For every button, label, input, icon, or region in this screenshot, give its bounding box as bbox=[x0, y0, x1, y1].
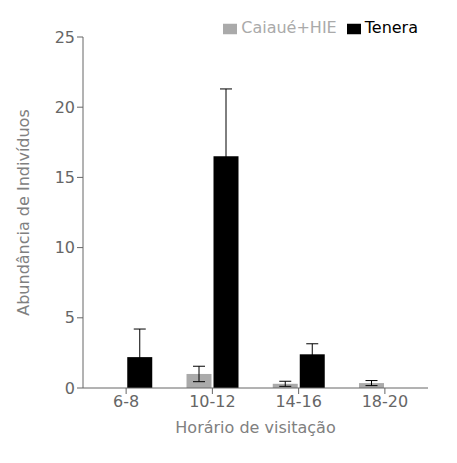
svg-text:20: 20 bbox=[55, 98, 75, 117]
svg-text:Horário de visitação: Horário de visitação bbox=[175, 418, 335, 437]
svg-text:0: 0 bbox=[65, 379, 75, 398]
svg-text:14-16: 14-16 bbox=[275, 392, 322, 411]
svg-text:10-12: 10-12 bbox=[189, 392, 236, 411]
svg-text:18-20: 18-20 bbox=[362, 392, 409, 411]
svg-text:6-8: 6-8 bbox=[113, 392, 139, 411]
svg-text:25: 25 bbox=[55, 28, 75, 47]
svg-text:Abundância de Indivíduos: Abundância de Indivíduos bbox=[14, 109, 33, 316]
svg-text:10: 10 bbox=[55, 238, 75, 257]
html-text:Caiaué+HIE: Caiaué+HIE bbox=[241, 18, 337, 37]
svg-text:5: 5 bbox=[65, 308, 75, 327]
html-text:Tenera: Tenera bbox=[364, 18, 418, 37]
svg-text:15: 15 bbox=[55, 168, 75, 187]
